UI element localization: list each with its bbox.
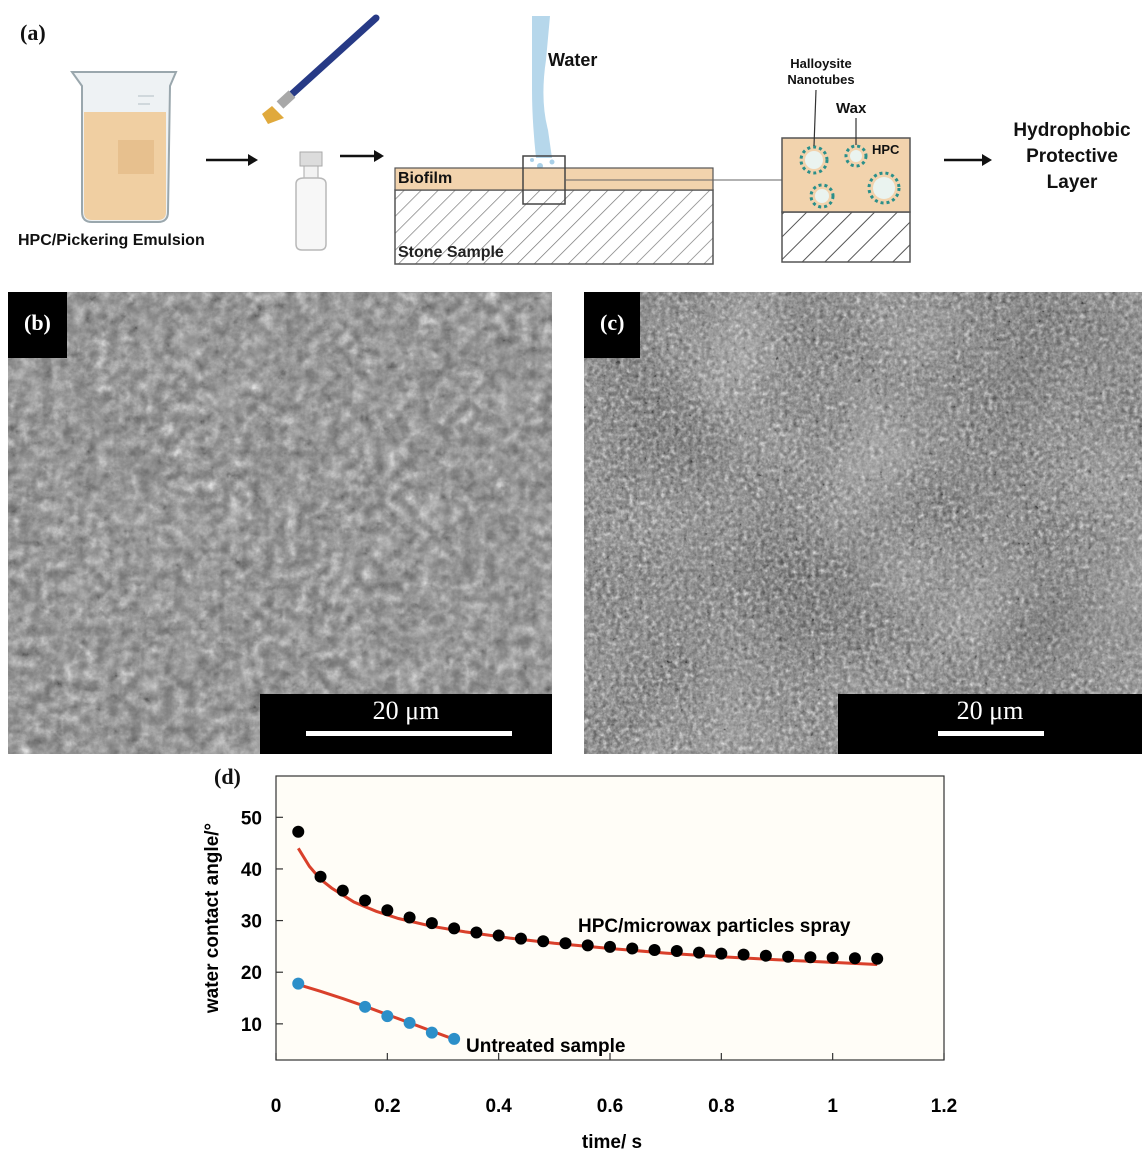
panel-a-letter: (a) [20,20,46,45]
x-axis-label: time/ s [582,1132,642,1152]
stone-sample-block [394,189,714,265]
y-axis-label: water contact angle/° [202,823,223,1014]
result-label-line-3: Layer [1046,172,1098,193]
y-tick-label: 30 [241,912,262,933]
x-tick-label: 0.4 [485,1096,512,1117]
biofilm-label: Biofilm [398,170,453,187]
panel-a-schematic [70,14,992,265]
data-point-series-1 [425,1026,438,1039]
data-point-series-0 [626,942,639,955]
data-point-series-0 [737,948,750,961]
data-point-series-0 [425,917,438,930]
panel-c-scalebar: 20 μm [838,694,1142,754]
data-point-series-0 [514,932,527,945]
panel-b-sem-image: (b) 20 μm [8,292,552,754]
series-label-hpc: HPC/microwax particles spray [578,916,851,937]
beaker-icon [70,71,178,223]
halloysite-label: Halloysite Nanotubes [780,56,862,88]
x-tick-label: 0.2 [374,1096,400,1117]
stone-sample-label: Stone Sample [398,244,504,261]
x-tick-label: 0.8 [708,1096,734,1117]
data-point-series-0 [848,952,861,965]
nanotube-particle-icon [799,144,901,209]
data-point-series-0 [314,870,327,883]
brush-icon [262,14,380,124]
data-point-series-0 [537,935,550,948]
arrow-icon [944,154,992,166]
panel-d-letter: (d) [214,764,241,789]
data-point-series-1 [403,1016,416,1029]
hpc-label: HPC [872,142,900,157]
data-point-series-0 [581,939,594,952]
data-point-series-0 [670,945,683,958]
wax-label: Wax [836,100,867,117]
panel-b-scale-text: 20 μm [372,696,440,725]
data-point-series-0 [359,894,372,907]
arrow-icon [206,154,258,166]
data-point-series-0 [336,884,349,897]
data-point-series-1 [359,1000,372,1013]
x-tick-label: 0.6 [597,1096,623,1117]
panel-b-scale-line [306,731,512,736]
arrow-icon [340,150,384,162]
panel-c-scale-line [938,731,1044,736]
data-point-series-0 [826,951,839,964]
panel-c-letter: (c) [584,292,641,358]
data-point-series-0 [715,947,728,960]
water-label: Water [548,50,598,70]
data-point-series-0 [559,937,572,950]
sem-texture-b [8,292,552,754]
inset-substrate [781,211,911,263]
data-point-series-0 [871,952,884,965]
biofilm-layer [394,167,714,191]
data-point-series-0 [693,946,706,959]
data-point-series-0 [292,825,305,838]
panel-b-scalebar: 20 μm [260,694,552,754]
data-point-series-1 [448,1032,461,1045]
data-point-series-0 [804,951,817,964]
data-point-series-0 [470,926,483,939]
y-tick-label: 10 [241,1015,262,1036]
beaker-label: HPC/Pickering Emulsion [18,232,205,249]
panel-b-letter: (b) [8,292,67,358]
halloysite-label-line-2: Nanotubes [787,72,855,87]
y-tick-label: 50 [241,808,262,829]
result-label: Hydrophobic Protective Layer [1002,118,1142,196]
y-tick-label: 20 [241,963,262,984]
data-point-series-0 [759,949,772,962]
x-tick-label: 0 [271,1096,282,1117]
data-point-series-1 [292,977,305,990]
data-point-series-1 [381,1010,394,1023]
x-tick-label: 1 [827,1096,838,1117]
result-label-line-1: Hydrophobic [1013,120,1131,141]
x-tick-label: 1.2 [931,1096,957,1117]
data-point-series-0 [782,950,795,963]
spray-bottle-icon [295,151,327,251]
data-point-series-0 [648,944,661,957]
panel-a: (a) [0,0,1145,280]
halloysite-label-line-1: Halloysite [790,56,852,71]
result-label-line-2: Protective [1026,146,1118,167]
data-point-series-0 [381,904,394,917]
data-point-series-0 [492,929,505,942]
panel-c-sem-image: (c) 20 μm [584,292,1142,754]
series-label-untreated: Untreated sample [466,1036,625,1057]
data-point-series-0 [604,940,616,953]
data-point-series-0 [403,911,416,924]
sem-texture-c [584,292,1142,754]
y-tick-label: 40 [241,860,262,881]
data-point-series-0 [448,922,461,935]
panel-c-scale-text: 20 μm [956,696,1024,725]
